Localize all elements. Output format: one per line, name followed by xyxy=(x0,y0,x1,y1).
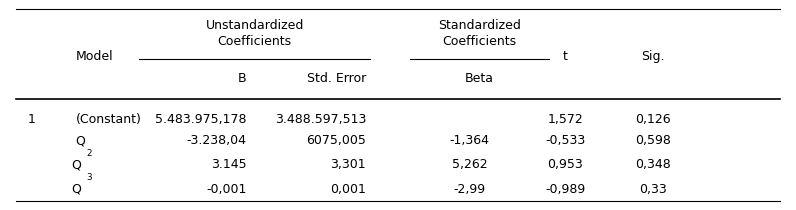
Text: -1,364: -1,364 xyxy=(450,134,490,147)
Text: t: t xyxy=(563,50,568,63)
Text: Q: Q xyxy=(76,134,85,147)
Text: -2,99: -2,99 xyxy=(454,182,486,196)
Text: B: B xyxy=(238,72,247,85)
Text: 3.488.597,513: 3.488.597,513 xyxy=(275,113,366,126)
Text: Standardized
Coefficients: Standardized Coefficients xyxy=(438,19,521,48)
Text: 0,953: 0,953 xyxy=(548,158,583,171)
Text: 6075,005: 6075,005 xyxy=(306,134,366,147)
Text: -0,533: -0,533 xyxy=(545,134,585,147)
Text: Std. Error: Std. Error xyxy=(307,72,366,85)
Text: 0,348: 0,348 xyxy=(635,158,670,171)
Text: 1,572: 1,572 xyxy=(548,113,583,126)
Text: 0,001: 0,001 xyxy=(330,182,366,196)
Text: 3,301: 3,301 xyxy=(330,158,366,171)
Text: (Constant): (Constant) xyxy=(76,113,142,126)
Text: 0,33: 0,33 xyxy=(639,182,666,196)
Text: 0,598: 0,598 xyxy=(634,134,671,147)
Text: -3.238,04: -3.238,04 xyxy=(187,134,247,147)
Text: 1: 1 xyxy=(28,113,36,126)
Text: 2: 2 xyxy=(87,149,92,158)
Text: 5.483.975,178: 5.483.975,178 xyxy=(155,113,247,126)
Text: -0,001: -0,001 xyxy=(206,182,247,196)
Text: 3.145: 3.145 xyxy=(211,158,247,171)
Text: Sig.: Sig. xyxy=(641,50,665,63)
Text: Unstandardized
Coefficients: Unstandardized Coefficients xyxy=(205,19,304,48)
Text: 5,262: 5,262 xyxy=(452,158,487,171)
Text: 0,126: 0,126 xyxy=(635,113,670,126)
Text: 3: 3 xyxy=(87,173,92,182)
Text: Q: Q xyxy=(72,158,81,171)
Text: Beta: Beta xyxy=(465,72,494,85)
Text: Q: Q xyxy=(72,182,81,196)
Text: Model: Model xyxy=(76,50,113,63)
Text: -0,989: -0,989 xyxy=(545,182,585,196)
